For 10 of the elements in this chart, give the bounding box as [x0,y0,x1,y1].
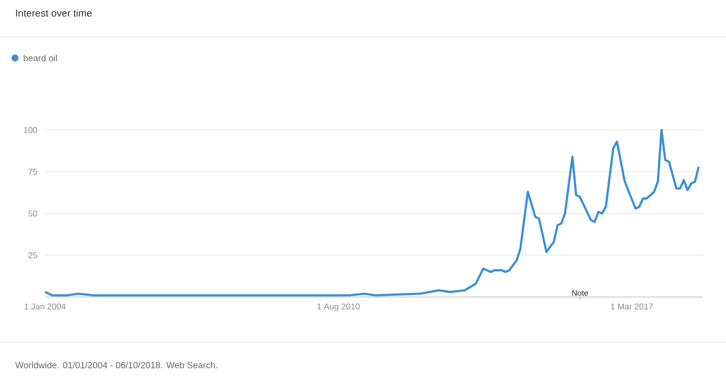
y-tick-label: 50 [28,210,38,216]
x-tick-label: 1 Aug 2010 [317,304,360,312]
y-tick-label: 100 [24,127,38,133]
y-tick-label: 75 [28,168,38,175]
text: Worldwide. 01/01/2004 - 06/10/2018. Web Search. [15,362,218,368]
legend-label: beard oil [24,54,57,62]
x-tick-label: 1 Jan 2004 [24,304,66,310]
y-tick-label: 25 [28,252,38,258]
chart-title: Interest over time [16,9,92,17]
x-tick-label: 1 Mar 2017 [611,304,653,310]
